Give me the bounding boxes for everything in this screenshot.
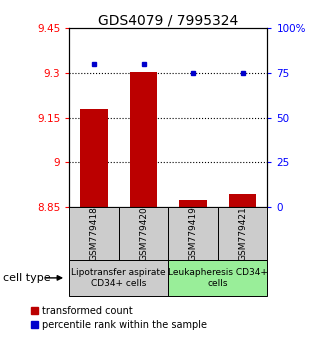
Text: cell type: cell type: [3, 273, 51, 283]
Bar: [218, 207, 267, 260]
Text: Leukapheresis CD34+
cells: Leukapheresis CD34+ cells: [168, 268, 268, 288]
Bar: [229, 194, 256, 207]
Text: GSM779421: GSM779421: [238, 206, 247, 261]
Text: Lipotransfer aspirate
CD34+ cells: Lipotransfer aspirate CD34+ cells: [72, 268, 166, 288]
Bar: [168, 260, 267, 296]
Bar: [81, 109, 108, 207]
Text: GSM779418: GSM779418: [89, 206, 99, 261]
Bar: [119, 207, 168, 260]
Bar: [69, 207, 119, 260]
Title: GDS4079 / 7995324: GDS4079 / 7995324: [98, 13, 238, 27]
Bar: [130, 72, 157, 207]
Text: GSM779420: GSM779420: [139, 206, 148, 261]
Text: GSM779419: GSM779419: [188, 206, 198, 261]
Bar: [69, 260, 168, 296]
Bar: [180, 200, 207, 207]
Bar: [168, 207, 218, 260]
Legend: transformed count, percentile rank within the sample: transformed count, percentile rank withi…: [31, 306, 207, 330]
